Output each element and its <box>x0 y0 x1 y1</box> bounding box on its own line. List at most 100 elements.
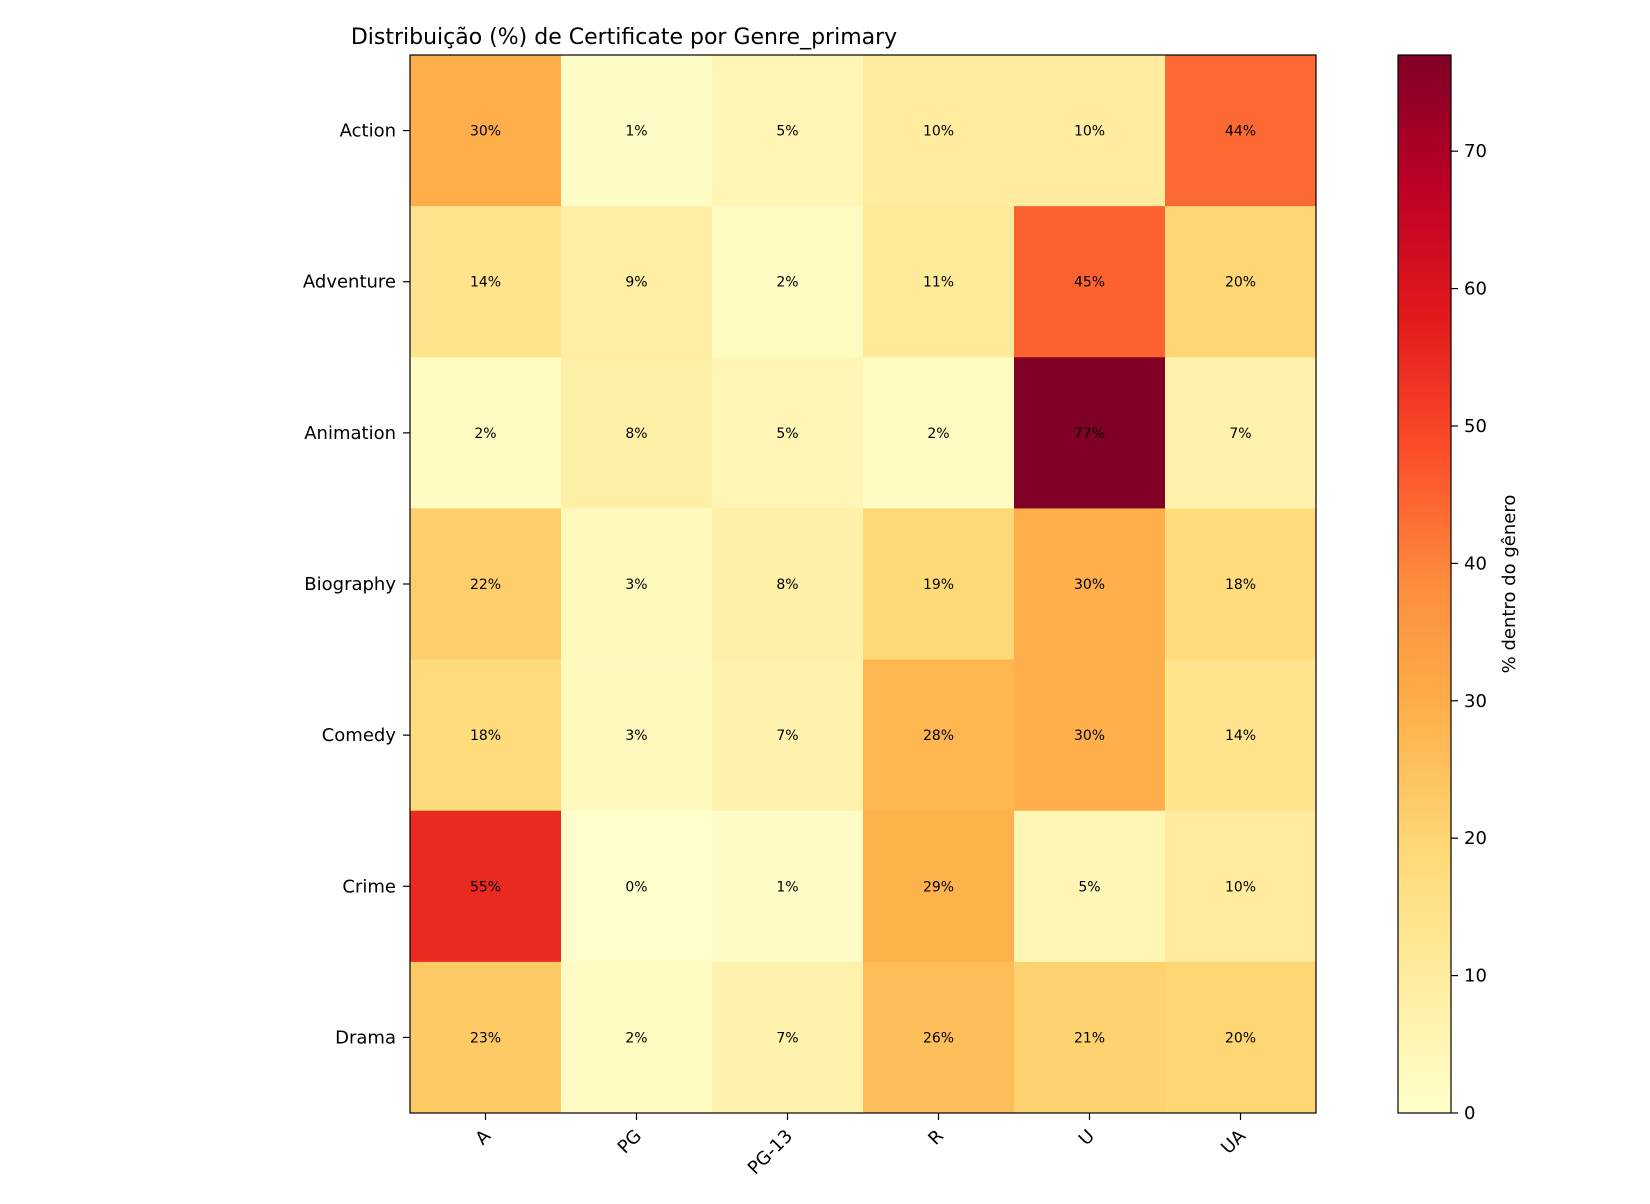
heatmap-cell <box>1165 206 1317 358</box>
heatmap-cell-labels: 30% 1% 5% 10% 10% 44% 14% 9% 2% 11% 45% 20% 2% 8% 5% 2%… <box>470 124 1256 1047</box>
cell-value-label: 9% <box>625 275 647 291</box>
x-axis-ticks: A PG PG-13 R U UA <box>471 1113 1251 1179</box>
cell-value-label: 19% <box>923 577 954 593</box>
cell-value-label: 1% <box>776 879 798 895</box>
cell-value-label: 10% <box>1074 124 1105 140</box>
heatmap-cell <box>561 206 713 358</box>
cell-value-label: 2% <box>625 1030 647 1046</box>
cell-value-label: 30% <box>470 124 501 140</box>
x-tick-label: UA <box>1217 1125 1250 1158</box>
cell-value-label: 44% <box>1225 124 1256 140</box>
heatmap-cell <box>863 659 1015 812</box>
colorbar-tick-label: 30 <box>1464 691 1487 712</box>
heatmap-cell <box>1014 357 1166 509</box>
heatmap-cell <box>1014 810 1166 963</box>
heatmap-cell <box>410 961 562 1114</box>
cell-value-label: 2% <box>776 275 798 291</box>
cell-value-label: 21% <box>1074 1030 1105 1046</box>
colorbar-tick-label: 40 <box>1464 553 1487 574</box>
heatmap-cell <box>712 357 864 509</box>
heatmap-cell <box>863 810 1015 963</box>
cell-value-label: 30% <box>1074 577 1105 593</box>
heatmap-cell <box>410 659 562 812</box>
x-tick-label: PG-13 <box>744 1126 797 1179</box>
heatmap-cell <box>1165 357 1317 509</box>
cell-value-label: 20% <box>1225 275 1256 291</box>
cell-value-label: 26% <box>923 1030 954 1046</box>
y-tick-label: Adventure <box>303 272 396 293</box>
heatmap-cell <box>561 508 713 661</box>
heatmap-cell <box>1014 659 1166 812</box>
y-tick-label: Comedy <box>322 725 397 746</box>
cell-value-label: 22% <box>470 577 501 593</box>
cell-value-label: 77% <box>1074 426 1105 442</box>
cell-value-label: 28% <box>923 728 954 744</box>
cell-value-label: 5% <box>776 124 798 140</box>
cell-value-label: 18% <box>470 728 501 744</box>
colorbar-label: % dentro do gênero <box>1499 495 1520 674</box>
x-tick-label: R <box>924 1126 948 1150</box>
heatmap-cell <box>410 357 562 509</box>
cell-value-label: 29% <box>923 879 954 895</box>
cell-value-label: 10% <box>923 124 954 140</box>
y-tick-label: Animation <box>304 423 396 444</box>
cell-value-label: 20% <box>1225 1030 1256 1046</box>
heatmap-cell <box>712 55 864 207</box>
heatmap-cell <box>1165 961 1317 1114</box>
heatmap-cell <box>863 55 1015 207</box>
cell-value-label: 2% <box>927 426 949 442</box>
heatmap-cell <box>1014 55 1166 207</box>
cell-value-label: 3% <box>625 728 647 744</box>
cell-value-label: 45% <box>1074 275 1105 291</box>
heatmap-cell <box>1014 206 1166 358</box>
heatmap-cell <box>863 508 1015 661</box>
heatmap-cell <box>561 55 713 207</box>
colorbar-tick-label: 70 <box>1464 141 1487 162</box>
heatmap-cell <box>410 508 562 661</box>
heatmap-cell <box>863 961 1015 1114</box>
cell-value-label: 10% <box>1225 879 1256 895</box>
cell-value-label: 0% <box>625 879 647 895</box>
cell-value-label: 7% <box>776 1030 798 1046</box>
y-tick-label: Action <box>340 121 396 142</box>
x-tick-label: A <box>471 1125 495 1149</box>
y-tick-label: Biography <box>304 574 396 595</box>
heatmap-cell <box>1165 659 1317 812</box>
y-tick-label: Crime <box>342 876 396 897</box>
heatmap-cell <box>712 508 864 661</box>
colorbar-tick-label: 50 <box>1464 416 1487 437</box>
cell-value-label: 14% <box>1225 728 1256 744</box>
heatmap-cell <box>712 810 864 963</box>
cell-value-label: 1% <box>625 124 647 140</box>
cell-value-label: 8% <box>776 577 798 593</box>
y-axis-ticks: Action Adventure Animation Biography Comedy C… <box>303 121 410 1048</box>
heatmap-cell <box>561 357 713 509</box>
heatmap-cells <box>410 55 1317 1114</box>
cell-value-label: 18% <box>1225 577 1256 593</box>
cell-value-label: 8% <box>625 426 647 442</box>
cell-value-label: 3% <box>625 577 647 593</box>
x-tick-label: PG <box>614 1126 646 1158</box>
heatmap-cell <box>1014 961 1166 1114</box>
heatmap-cell <box>561 961 713 1114</box>
colorbar-tick-label: 10 <box>1464 966 1487 987</box>
heatmap-cell <box>1014 508 1166 661</box>
heatmap-cell <box>1165 810 1317 963</box>
cell-value-label: 2% <box>474 426 496 442</box>
heatmap-cell <box>1165 508 1317 661</box>
heatmap-cell <box>712 961 864 1114</box>
colorbar-ticks: 0 10 20 30 40 50 60 70 <box>1451 141 1487 1124</box>
heatmap-cell <box>561 659 713 812</box>
cell-value-label: 5% <box>776 426 798 442</box>
cell-value-label: 7% <box>1229 426 1251 442</box>
cell-value-label: 55% <box>470 879 501 895</box>
cell-value-label: 11% <box>923 275 954 291</box>
cell-value-label: 14% <box>470 275 501 291</box>
y-tick-label: Drama <box>335 1027 396 1048</box>
cell-value-label: 7% <box>776 728 798 744</box>
heatmap-cell <box>410 206 562 358</box>
heatmap-cell <box>1165 55 1317 207</box>
heatmap-cell <box>410 55 562 207</box>
